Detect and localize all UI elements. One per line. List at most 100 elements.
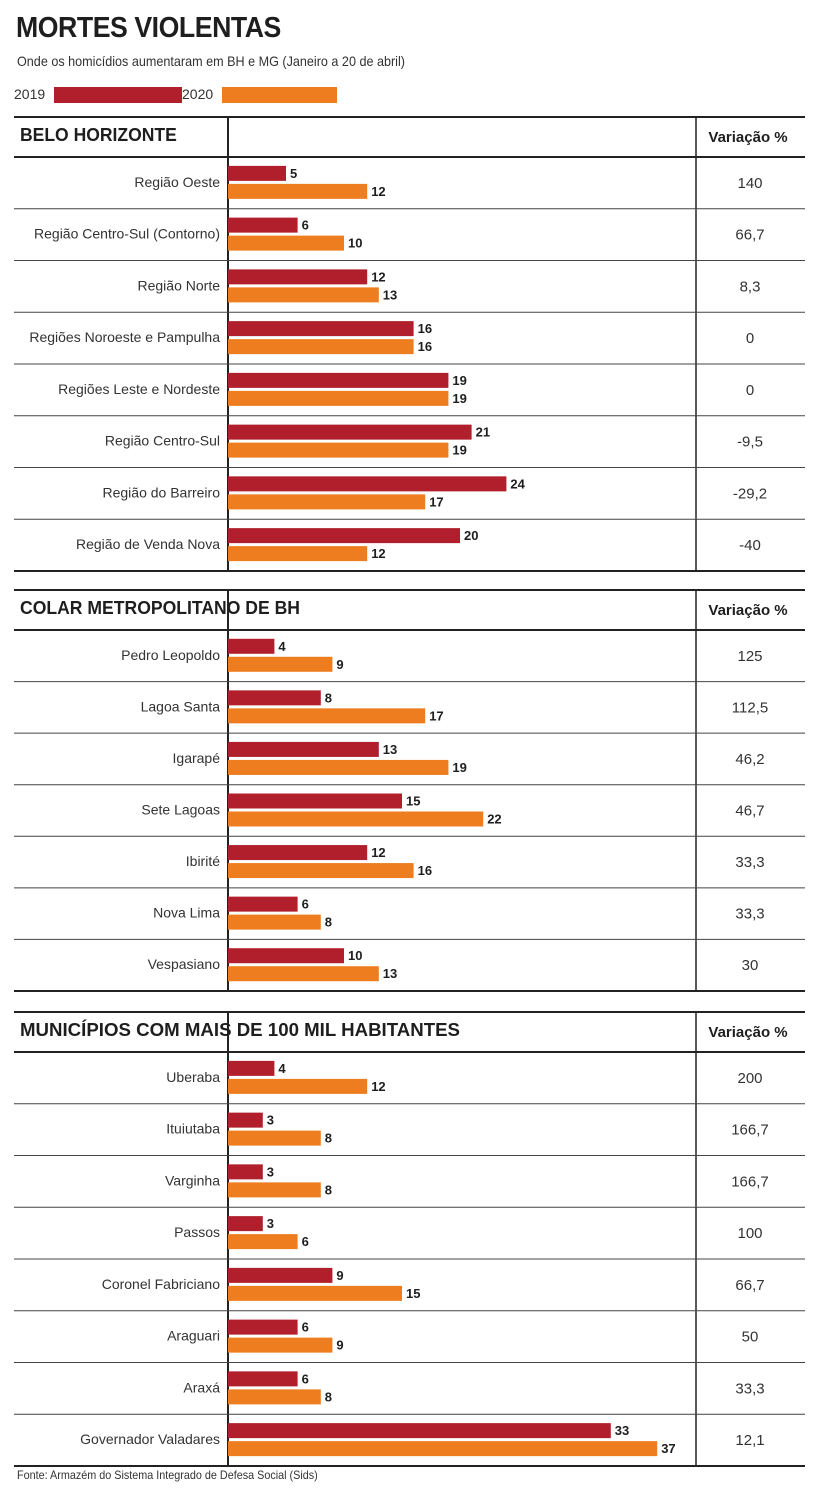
bar-2019 (228, 793, 402, 809)
bar-2020 (228, 287, 379, 303)
bar-2020 (228, 1441, 658, 1457)
category-label: Araxá (183, 1379, 220, 1395)
category-label: Governador Valadares (80, 1431, 220, 1447)
data-label-2020: 12 (371, 184, 385, 199)
variation-value: 30 (742, 957, 759, 974)
variation-value: 200 (737, 1070, 762, 1087)
bar-2020 (228, 1234, 298, 1250)
category-label: Araguari (167, 1328, 220, 1344)
source-note: Fonte: Armazém do Sistema Integrado de D… (17, 1468, 318, 1482)
data-label-2020: 6 (302, 1234, 309, 1249)
data-label-2020: 19 (452, 391, 466, 406)
bar-2019 (228, 321, 414, 337)
bar-2020 (228, 656, 333, 672)
bar-2019 (228, 1216, 263, 1232)
legend-label-2019: 2019 (14, 86, 46, 102)
data-label-2019: 5 (290, 166, 297, 181)
variation-value: 66,7 (735, 227, 764, 244)
variation-value: 12,1 (735, 1432, 764, 1449)
chart-title: MORTES VIOLENTAS (16, 12, 281, 44)
data-label-2020: 16 (418, 339, 432, 354)
bar-2020 (228, 390, 449, 406)
variation-value: 0 (746, 330, 754, 347)
panel-title: MUNICÍPIOS COM MAIS DE 100 MIL HABITANTE… (20, 1019, 460, 1040)
data-label-2020: 8 (325, 1389, 332, 1404)
data-label-2020: 17 (429, 708, 443, 723)
variation-value: -9,5 (737, 434, 763, 451)
data-label-2019: 33 (615, 1423, 629, 1438)
category-label: Igarapé (173, 750, 221, 766)
bar-2019 (228, 165, 286, 181)
bar-2020 (228, 1389, 321, 1405)
data-label-2020: 15 (406, 1286, 420, 1301)
bar-2019 (228, 1319, 298, 1335)
variation-value: 33,3 (735, 1380, 764, 1397)
bar-2020 (228, 759, 449, 775)
data-label-2019: 19 (452, 373, 466, 388)
category-label: Região Oeste (134, 174, 220, 190)
category-label: Região Centro-Sul (105, 433, 220, 449)
data-label-2019: 3 (267, 1113, 274, 1128)
panel-title: COLAR METROPOLITANO DE BH (20, 598, 300, 618)
category-label: Lagoa Santa (141, 698, 221, 714)
bar-2020 (228, 235, 344, 251)
bar-2019 (228, 1267, 333, 1283)
variation-value: 33,3 (735, 906, 764, 923)
bar-2019 (228, 896, 298, 912)
variation-value: -29,2 (733, 485, 767, 502)
data-label-2019: 16 (418, 321, 432, 336)
bar-2020 (228, 442, 449, 458)
bar-2019 (228, 1164, 263, 1180)
category-label: Vespasiano (148, 956, 221, 972)
category-label: Ituiutaba (166, 1121, 220, 1137)
variation-value: -40 (739, 537, 761, 554)
data-label-2019: 6 (302, 1320, 309, 1335)
bar-2019 (228, 845, 368, 861)
data-label-2019: 6 (302, 218, 309, 233)
data-label-2019: 9 (336, 1268, 343, 1283)
legend-swatch-2019 (54, 87, 182, 103)
bar-2019 (228, 269, 368, 285)
variation-value: 66,7 (735, 1277, 764, 1294)
variation-value: 166,7 (731, 1173, 769, 1190)
variation-value: 125 (737, 648, 762, 665)
chart-subtitle: Onde os homicídios aumentaram em BH e MG… (17, 53, 405, 69)
bar-2020 (228, 183, 368, 199)
category-label: Passos (174, 1224, 220, 1240)
data-label-2020: 12 (371, 1079, 385, 1094)
variation-value: 8,3 (740, 278, 761, 295)
bar-2019 (228, 424, 472, 440)
bar-2019 (228, 1371, 298, 1387)
bar-2019 (228, 217, 298, 233)
variation-value: 140 (737, 175, 762, 192)
bar-2020 (228, 863, 414, 879)
data-label-2020: 8 (325, 1131, 332, 1146)
data-label-2020: 13 (383, 287, 397, 302)
bar-2020 (228, 966, 379, 982)
data-label-2020: 10 (348, 236, 362, 251)
data-label-2019: 3 (267, 1164, 274, 1179)
data-label-2020: 13 (383, 966, 397, 981)
bar-2020 (228, 546, 368, 562)
bar-2019 (228, 1112, 263, 1128)
variation-header: Variação % (708, 129, 787, 146)
bar-2020 (228, 1130, 321, 1146)
data-label-2019: 6 (302, 897, 309, 912)
bar-2019 (228, 741, 379, 757)
variation-value: 0 (746, 382, 754, 399)
bar-2019 (228, 1423, 611, 1439)
data-label-2019: 6 (302, 1371, 309, 1386)
bar-2019 (228, 690, 321, 706)
data-label-2020: 37 (661, 1441, 675, 1456)
variation-value: 112,5 (732, 699, 768, 716)
data-label-2019: 13 (383, 742, 397, 757)
bar-2019 (228, 476, 507, 492)
legend-label-2020: 2020 (182, 86, 214, 102)
category-label: Sete Lagoas (141, 801, 220, 817)
data-label-2020: 17 (429, 494, 443, 509)
category-label: Região Norte (138, 277, 221, 293)
category-label: Regiões Leste e Nordeste (58, 381, 220, 397)
bar-2020 (228, 1078, 368, 1094)
variation-value: 46,7 (735, 802, 764, 819)
category-label: Varginha (165, 1172, 220, 1188)
